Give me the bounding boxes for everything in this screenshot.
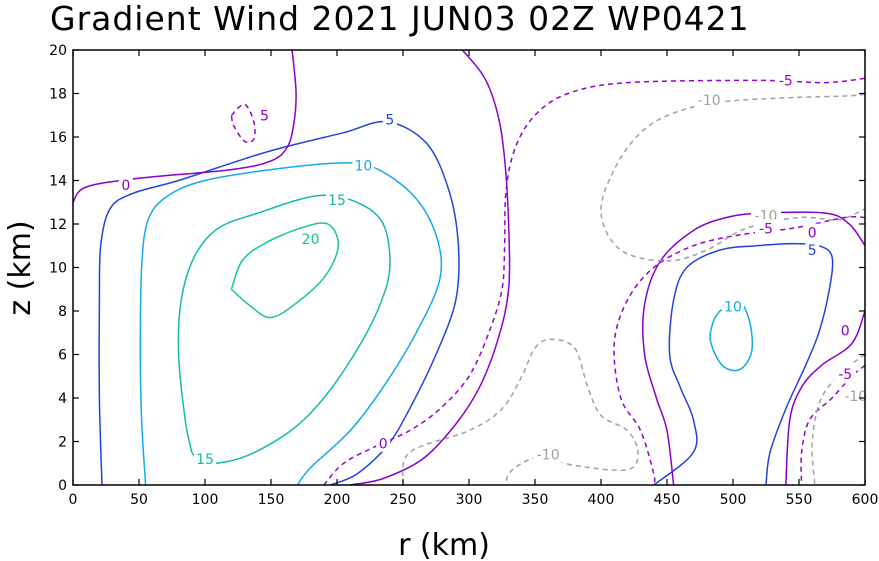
contour-label: 15: [196, 452, 214, 468]
chart-title: Gradient Wind 2021 JUN03 02Z WP0421: [50, 0, 750, 38]
contour-line-level-0: [785, 310, 865, 485]
contour-label: -10: [844, 389, 867, 405]
tick-layer: 0 50 100 150 200 250 300 350 400 450 500 550 6000246…: [49, 43, 878, 508]
y-tick-label: 12: [49, 217, 67, 233]
x-tick-label: 150: [258, 492, 285, 508]
contour-label-bg: [694, 91, 725, 109]
contour-label: 5: [385, 113, 394, 129]
contour-label-bg: [533, 445, 564, 463]
contour-label: -5: [759, 221, 773, 237]
x-tick-label: 0: [69, 492, 78, 508]
contour-label-bg: [755, 219, 777, 237]
contour-label-bg: [382, 110, 397, 128]
contour-label: -5: [838, 367, 852, 383]
contour-label: 0: [808, 226, 817, 242]
x-tick-label: 50: [130, 492, 148, 508]
contour-label: 0: [841, 324, 850, 340]
contour-line-level-neg10: [600, 92, 865, 262]
x-axis-title: r (km): [398, 528, 490, 561]
contour-label: -10: [537, 448, 560, 464]
contour-label-bg: [805, 241, 820, 259]
contour-label: 5: [260, 108, 269, 124]
y-tick-label: 20: [49, 43, 67, 59]
y-tick-label: 8: [58, 304, 67, 320]
x-tick-label: 600: [852, 492, 879, 508]
y-tick-label: 10: [49, 261, 67, 277]
contour-line-level-0: [642, 211, 865, 485]
contour-line-level-neg5: [613, 215, 865, 485]
contour-label-bg: [834, 365, 857, 383]
x-tick-label: 250: [390, 492, 417, 508]
contour-label-bg: [118, 175, 133, 193]
y-tick-label: 0: [58, 478, 67, 494]
plot-frame: [72, 49, 866, 486]
contour-line-level-20: [230, 222, 340, 319]
contour-label: 5: [808, 243, 817, 259]
contour-label-bg: [774, 71, 797, 89]
y-axis-title: z (km): [3, 220, 38, 315]
y-tick-label: 4: [58, 391, 67, 407]
contour-label: 20: [302, 232, 320, 248]
contour-line-level-neg5: [230, 103, 256, 144]
contour-label: 15: [328, 193, 346, 209]
contour-label-bg: [722, 297, 744, 315]
contour-label: 0: [379, 437, 388, 453]
x-tick-label: 200: [324, 492, 351, 508]
x-tick-label: 300: [456, 492, 483, 508]
contour-label-bg: [257, 106, 272, 124]
contour-line-level-neg10: [401, 338, 639, 485]
contour-label-bg: [840, 386, 871, 404]
contour-label-bg: [838, 321, 853, 339]
y-tick-label: 14: [49, 174, 67, 190]
contour-label-bg: [751, 206, 781, 224]
contour-line-level-neg5: [323, 77, 865, 485]
contour-line-level-neg5: [800, 364, 865, 485]
contour-layer: [73, 50, 865, 485]
contour-label-bg: [326, 191, 348, 209]
contour-label: -5: [779, 73, 793, 89]
y-tick-label: 16: [49, 130, 67, 146]
x-tick-label: 100: [192, 492, 219, 508]
x-tick-label: 350: [522, 492, 549, 508]
contour-label-bg: [194, 449, 216, 467]
contour-label-bg: [299, 230, 322, 248]
contour-line-level-5: [98, 120, 460, 485]
y-tick-label: 2: [58, 435, 67, 451]
contour-label-bg: [805, 223, 820, 241]
contour-label-bg: [376, 434, 391, 452]
contour-line-level-15: [177, 194, 391, 465]
contour-line-level-5: [653, 242, 834, 485]
contour-label: -10: [698, 93, 721, 109]
y-tick-label: 18: [49, 87, 67, 103]
contour-label: 0: [121, 178, 130, 194]
x-tick-label: 500: [720, 492, 747, 508]
contour-label: 10: [724, 300, 742, 316]
contour-line-level-0: [350, 50, 511, 485]
x-tick-label: 550: [786, 492, 813, 508]
contour-line-level-10: [139, 162, 443, 485]
x-tick-label: 450: [654, 492, 681, 508]
contour-label-bg: [352, 156, 375, 174]
x-tick-label: 400: [588, 492, 615, 508]
contour-line-level-neg10: [811, 353, 865, 485]
contour-label: 10: [354, 158, 372, 174]
y-tick-label: 6: [58, 348, 67, 364]
contour-line-level-0: [73, 50, 297, 203]
